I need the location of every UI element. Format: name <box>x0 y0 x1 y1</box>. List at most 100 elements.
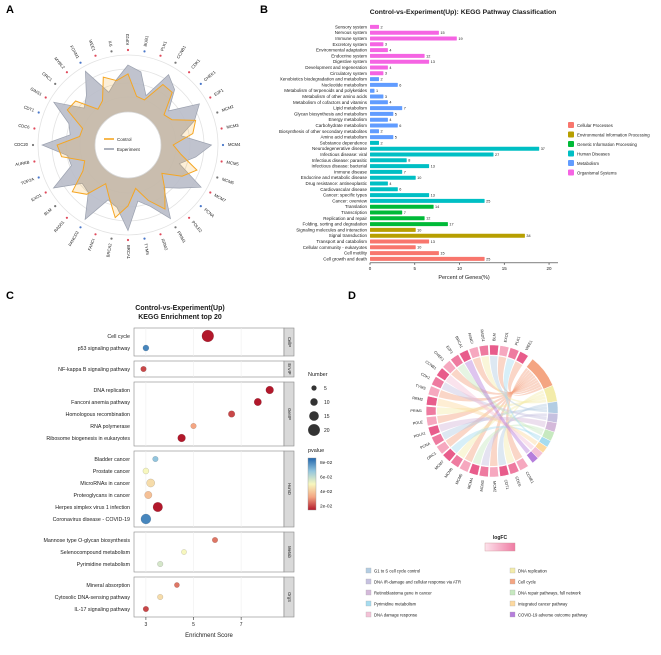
gene-label: CDK1 <box>420 372 431 380</box>
gene-arc <box>431 433 445 446</box>
bar <box>370 158 407 163</box>
pathway-legend-label: DNA repair pathways, full network <box>518 591 582 596</box>
kegg-enrichment-dot-plot: Control-vs-Experiment(Up) KEGG Enrichment… <box>43 305 333 639</box>
pathway-legend-label: COVID-19 adverse outcome pathway <box>518 613 588 618</box>
gene-label: BRCA1 <box>454 336 463 349</box>
dot <box>190 422 197 429</box>
gene-label: CDC20 <box>14 142 28 147</box>
bar-count: 13 <box>431 240 435 244</box>
legend-swatch <box>568 169 574 176</box>
gene-label: RRM2 <box>160 238 169 251</box>
radar-center <box>94 111 162 179</box>
ribbon <box>505 368 529 461</box>
gene-label: EXO1 <box>503 332 509 343</box>
category-label: Biosynthesis of other secondary metaboli… <box>279 129 368 134</box>
bar <box>370 48 388 53</box>
bar <box>370 181 388 186</box>
panel-d-letter: D <box>348 290 356 302</box>
facet-label: OrgS <box>287 592 292 602</box>
dot <box>157 594 164 601</box>
gene-marker <box>174 226 177 229</box>
dot <box>142 344 150 352</box>
bar-count: 7 <box>404 170 406 174</box>
pathway-label: IL-17 signaling pathway <box>74 607 130 613</box>
ribbon <box>445 373 534 447</box>
gene-label: CDK1 <box>190 57 201 69</box>
legend-swatch <box>568 141 574 147</box>
bar <box>370 164 430 169</box>
category-label: Metabolism of terpenoids and polyketides <box>284 88 368 93</box>
gene-arc <box>507 347 520 361</box>
pathway-swatch <box>509 589 516 596</box>
bar-count: 13 <box>431 60 435 64</box>
gene-arc <box>478 344 489 357</box>
bar <box>370 198 485 203</box>
pathway-legend-label: Cell cycle <box>518 580 537 585</box>
gene-marker <box>220 160 223 163</box>
bar-count: 6 <box>399 188 401 192</box>
pathway-label: Coronavirus disease - COVID-19 <box>53 517 130 523</box>
bar-count: 7 <box>404 211 406 215</box>
gene-label: ORC1 <box>41 71 54 83</box>
ribbon <box>503 358 540 441</box>
gene-label: EXO1 <box>30 192 43 202</box>
pathway-swatch <box>509 600 516 607</box>
gene-label: CCNB1 <box>424 360 437 371</box>
pathway-legend-label: Integrated cancer pathway <box>518 602 568 607</box>
category-label: Cell motility <box>344 251 368 256</box>
gene-label: PRIM1 <box>176 230 187 244</box>
category-label: Infectious disease: parasitic <box>312 158 368 163</box>
category-label: Nucleotide metabolism <box>321 82 367 87</box>
facet-box <box>133 531 285 573</box>
bar <box>370 82 398 87</box>
gene-label: POLE <box>413 420 424 426</box>
dot <box>181 549 187 555</box>
ribbon <box>451 368 539 395</box>
gene-label: KIF23 <box>125 33 130 45</box>
bar <box>370 123 398 128</box>
dot <box>177 433 186 443</box>
bar-count: 19 <box>458 37 462 41</box>
pathway-label: Prostate cancer <box>93 469 130 475</box>
bar <box>370 135 394 140</box>
dot <box>140 365 147 372</box>
ribbon <box>436 396 546 415</box>
pathway-label: NF-kappa B signaling pathway <box>58 367 130 373</box>
number-legend-dot <box>311 385 317 391</box>
bar <box>370 222 448 227</box>
ribbon <box>472 357 540 394</box>
pathway-label: MicroRNAs in cancer <box>80 481 130 487</box>
ribbon <box>481 356 547 404</box>
category-label: Amino acid metabolism <box>320 135 367 140</box>
legend-swatch <box>568 122 574 128</box>
gene-marker <box>199 82 202 85</box>
gene-arc <box>498 464 510 477</box>
gene-marker <box>44 191 47 194</box>
gene-label: CDC6 <box>514 476 521 487</box>
x-axis-label: Enrichment Score <box>185 633 233 639</box>
pathway-swatch <box>365 611 372 618</box>
pvalue-tick-label: 8e-02 <box>320 460 333 466</box>
gene-label: BLM <box>43 207 53 217</box>
gene-label: MCM3 <box>226 122 240 129</box>
bar <box>370 100 388 105</box>
legend-label: Cellular Processes <box>577 123 613 128</box>
gene-marker <box>216 111 219 114</box>
bar <box>370 65 388 70</box>
x-tick-label: 5 <box>414 266 417 271</box>
number-legend-dot <box>308 424 320 436</box>
ribbon <box>503 390 544 464</box>
category-label: Development and regeneration <box>305 65 367 70</box>
x-axis-label: Percent of Genes(%) <box>438 275 490 281</box>
gene-label: BRCA1 <box>126 245 131 260</box>
bar-count: 12 <box>426 217 430 221</box>
bar <box>370 233 525 238</box>
ribbon <box>508 361 543 396</box>
facet-box <box>133 576 285 618</box>
dot <box>211 536 218 543</box>
pathway-label: Mannose type O-glycan biosynthesis <box>43 538 130 544</box>
gene-marker <box>216 176 219 179</box>
gene-arc <box>458 459 472 473</box>
gene-marker <box>79 226 82 229</box>
